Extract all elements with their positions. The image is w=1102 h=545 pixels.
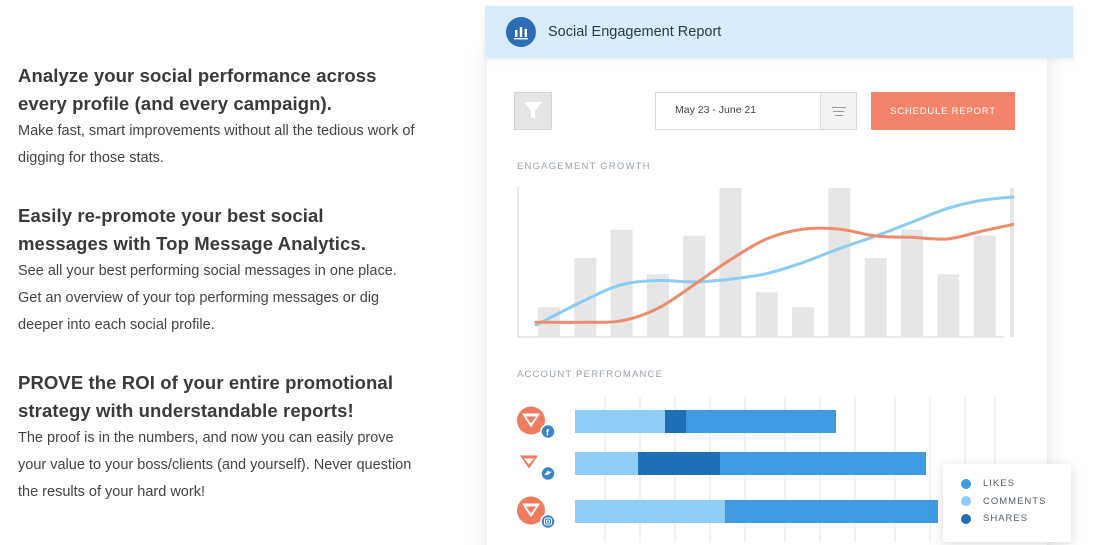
date-range-value: May 23 - June 21	[675, 104, 757, 116]
account-performance-label: ACCOUNT PERFROMANCE	[517, 369, 664, 380]
growth-bar	[864, 258, 887, 337]
legend-label: COMMENTS	[983, 495, 1047, 507]
growth-bar	[901, 229, 923, 337]
legend-label: SHARES	[983, 513, 1029, 525]
report-header: Social Engagement Report	[485, 6, 1073, 58]
legend-dot	[961, 513, 971, 524]
svg-text:f: f	[546, 428, 550, 438]
legend-item-comments: COMMENTS	[961, 493, 1071, 511]
feature-repromote: Easily re-promote your best social messa…	[18, 202, 418, 339]
perf-bar-comments	[575, 500, 725, 523]
schedule-report-button[interactable]: SCHEDULE REPORT	[871, 92, 1015, 130]
growth-bar	[828, 188, 851, 337]
twitter-icon	[540, 465, 556, 482]
profile-avatar-instagram	[517, 496, 545, 525]
feature-heading: Easily re-promote your best social messa…	[18, 205, 367, 254]
growth-line-orange	[534, 222, 1014, 324]
perf-bar-shares	[638, 452, 720, 475]
filter-button[interactable]	[514, 92, 552, 130]
perf-bar-shares	[665, 410, 686, 433]
feature-body: Make fast, smart improvements without al…	[18, 123, 415, 166]
feature-heading: PROVE the ROI of your entire promotional…	[18, 372, 394, 421]
profile-avatar-twitter	[520, 455, 538, 469]
bar-chart-icon	[506, 17, 536, 47]
feature-body: The proof is in the numbers, and now you…	[18, 430, 412, 500]
profile-avatar-facebook	[517, 406, 545, 435]
instagram-icon	[540, 513, 556, 530]
engagement-growth-label: ENGAGEMENT GROWTH	[517, 161, 651, 172]
growth-bar	[755, 292, 778, 337]
perf-bar-likes	[720, 452, 926, 475]
perf-bar-likes	[686, 410, 836, 433]
feature-heading: Analyze your social performance across e…	[18, 65, 377, 114]
legend-item-likes: LIKES	[961, 475, 1071, 493]
legend-dot	[961, 496, 971, 507]
legend-item-shares: SHARES	[961, 510, 1071, 528]
funnel-icon	[524, 102, 542, 119]
perf-bar-likes	[725, 500, 938, 523]
legend-label: LIKES	[983, 478, 1015, 490]
growth-bar	[792, 307, 815, 337]
facebook-icon: f	[540, 423, 556, 440]
feature-body: See all your best performing social mess…	[18, 263, 397, 333]
legend-dot	[961, 478, 971, 489]
growth-bar	[719, 188, 742, 337]
growth-bar	[937, 274, 960, 337]
feature-analyze: Analyze your social performance across e…	[18, 62, 418, 172]
perf-bar-comments	[575, 410, 665, 433]
growth-bar	[574, 258, 597, 337]
growth-bar	[646, 274, 669, 337]
perf-bar-comments	[575, 452, 638, 475]
chart-legend: LIKES COMMENTS SHARES	[943, 464, 1071, 542]
feature-roi: PROVE the ROI of your entire promotional…	[18, 369, 418, 506]
date-range-picker[interactable]: May 23 - June 21	[655, 92, 857, 130]
growth-line-blue	[534, 195, 1014, 327]
growth-bar	[1009, 188, 1014, 337]
engagement-growth-chart	[517, 186, 1014, 338]
growth-bar	[973, 235, 996, 337]
list-icon[interactable]	[820, 93, 856, 129]
account-performance-chart: f	[517, 397, 996, 542]
report-title: Social Engagement Report	[548, 24, 722, 40]
